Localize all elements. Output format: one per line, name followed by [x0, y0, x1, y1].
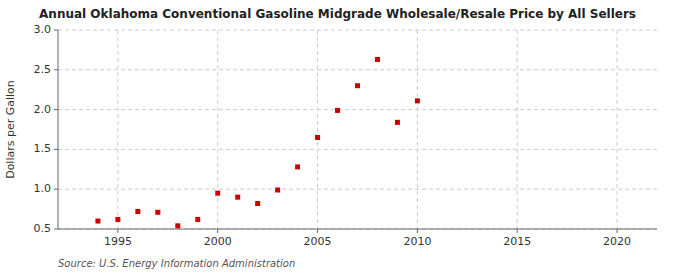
grid-line-x: [217, 30, 218, 229]
point: [155, 210, 160, 215]
y-tick-label: 1.0: [34, 182, 52, 195]
title: Annual Oklahoma Conventional Gasoline Mi…: [39, 7, 636, 21]
grid-line-y: [58, 30, 657, 31]
y-tick: [54, 189, 58, 190]
grid-line-x: [417, 30, 418, 229]
grid-line-y: [58, 189, 657, 190]
grid-line-x: [617, 30, 618, 229]
grid-line-x: [517, 30, 518, 229]
point: [235, 195, 240, 200]
source-note: Source: U.S. Energy Information Administ…: [58, 258, 295, 269]
point: [355, 83, 360, 88]
point: [315, 135, 320, 140]
grid-line-y: [58, 229, 657, 230]
point: [215, 191, 220, 196]
point: [275, 187, 280, 192]
axes: 0.5 1.0 1.5 2.0 2.5 3.0 1995 2000 2005 2010 2015 20…: [34, 23, 632, 248]
x-tick-label: 2005: [304, 235, 332, 248]
x-tick: [517, 229, 518, 233]
x-tick-label: 1995: [104, 235, 132, 248]
point: [415, 98, 420, 103]
y-tick-label: 1.5: [34, 142, 52, 155]
x-tick: [217, 229, 218, 233]
grid: [58, 30, 657, 229]
point: [395, 120, 400, 125]
y-tick-label: 2.5: [34, 63, 52, 76]
chart-container: 0.5 1.0 1.5 2.0 2.5 3.0 1995 2000 2005 2010 2015 20…: [0, 0, 675, 275]
point: [95, 219, 100, 224]
x-tick: [317, 229, 318, 233]
x-tick: [617, 229, 618, 233]
y-tick-label: 0.5: [34, 222, 52, 235]
grid-line-y: [58, 149, 657, 150]
point: [255, 201, 260, 206]
x-tick-label: 2000: [204, 235, 232, 248]
y-axis-label: Dollars per Gallon: [4, 80, 17, 179]
y-tick: [54, 229, 58, 230]
x-tick-label: 2020: [603, 235, 631, 248]
grid-line-y: [58, 109, 657, 110]
x-axis-line: [58, 229, 657, 230]
point: [135, 209, 140, 214]
x-tick-label: 2010: [403, 235, 431, 248]
grid-line-x: [117, 30, 118, 229]
x-tick: [117, 229, 118, 233]
point: [375, 57, 380, 62]
point: [115, 217, 120, 222]
point: [195, 217, 200, 222]
x-tick: [417, 229, 418, 233]
grid-line-y: [58, 69, 657, 70]
point: [175, 223, 180, 228]
point: [335, 108, 340, 113]
grid-line-x: [317, 30, 318, 229]
y-axis-line: [58, 30, 59, 229]
y-tick-label: 2.0: [34, 103, 52, 116]
point: [295, 164, 300, 169]
points: [95, 57, 419, 228]
y-tick: [54, 109, 58, 110]
chart: 0.5 1.0 1.5 2.0 2.5 3.0 1995 2000 2005 2010 2015 20…: [0, 0, 675, 275]
x-tick-label: 2015: [503, 235, 531, 248]
y-tick: [54, 149, 58, 150]
y-tick: [54, 30, 58, 31]
y-tick-label: 3.0: [34, 23, 52, 36]
y-tick: [54, 69, 58, 70]
